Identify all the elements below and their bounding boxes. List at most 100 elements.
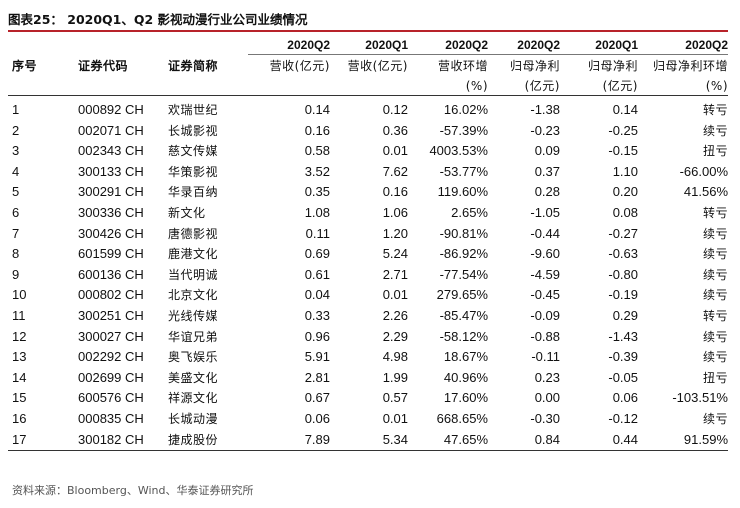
table-cell: 0.00 (534, 390, 560, 406)
table-cell: 300291 CH (78, 184, 144, 200)
table-cell: 7 (12, 225, 20, 241)
table-cell: 300027 CH (78, 328, 144, 344)
table-cell: 0.69 (304, 246, 330, 262)
table-cell: 41.56% (683, 184, 728, 200)
table-cell: 0.58 (304, 143, 330, 159)
table-cell: 奥飞娱乐 (168, 350, 219, 365)
table-cell: 0.01 (382, 410, 408, 426)
table-cell: 当代明诚 (168, 267, 219, 282)
header-cell: 归母净利 (587, 59, 638, 73)
table-cell: 40.96% (443, 369, 488, 385)
table-cell: 1.08 (304, 204, 330, 220)
table-cell: 唐德影视 (168, 226, 219, 241)
title-bar: 图表25： 2020Q1、Q2 影视动漫行业公司业绩情况 (8, 8, 728, 32)
table-cell: 0.84 (488, 429, 560, 452)
table-cell: 300426 CH (78, 225, 144, 241)
table-cell: 0.16 (382, 184, 408, 200)
table-cell: 0.29 (612, 307, 638, 323)
table-cell: -0.19 (608, 287, 638, 303)
table-cell: -77.54% (439, 266, 488, 282)
table-cell: 续亏 (702, 329, 728, 344)
header-row-units: (%) (亿元) (亿元) (%) (8, 77, 728, 96)
table-cell: 0.04 (304, 287, 330, 303)
table-cell: -1.43 (608, 328, 638, 344)
table-cell: 16.02% (443, 102, 488, 117)
table-cell: 11 (12, 307, 26, 323)
header-cell: 2020Q2 (638, 36, 728, 55)
table-cell: 15 (12, 390, 27, 406)
table-cell: 续亏 (702, 411, 728, 426)
table-row: 5 300291 CH 华录百纳 0.35 0.16 119.60% 0.28 0.20 41.… (8, 182, 728, 203)
table-cell: 鹿港文化 (168, 247, 219, 262)
table-cell: 慈文传媒 (168, 144, 219, 159)
table-row: 15 600576 CH 祥源文化 0.67 0.57 17.60% 0.00 0.06 -10… (8, 388, 728, 409)
table-cell: 002071 CH (78, 122, 144, 138)
table-cell: 300251 CH (78, 307, 144, 323)
table-row: 12 300027 CH 华谊兄弟 0.96 2.29 -58.12% -0.88 -1.43… (8, 327, 728, 348)
table-cell: 续亏 (702, 350, 728, 365)
table-cell: 002343 CH (78, 143, 144, 159)
table-cell: 4 (12, 163, 20, 179)
header-cell: 2020Q2 (488, 36, 560, 55)
table-cell: 0.35 (304, 184, 330, 200)
table-cell: 0.11 (305, 225, 330, 241)
table-cell: 0.96 (304, 328, 330, 344)
header-cell (78, 77, 168, 96)
table-cell: 2 (12, 122, 20, 138)
table-cell: 0.57 (382, 390, 408, 406)
table-cell: 17.60% (443, 390, 488, 406)
table-row: 10 000802 CH 北京文化 0.04 0.01 279.65% -0.45 -0.19… (8, 285, 728, 306)
table-cell: 2.81 (304, 369, 330, 385)
table-cell: -66.00% (679, 163, 728, 179)
header-cell (8, 77, 78, 96)
performance-table: 2020Q2 2020Q1 2020Q2 2020Q2 2020Q1 2020Q… (8, 36, 728, 452)
table-cell: -0.11 (531, 349, 560, 365)
table-cell: -0.88 (530, 328, 560, 344)
table-cell: -0.27 (608, 225, 638, 241)
table-cell: 转亏 (702, 103, 728, 117)
table-cell: -0.09 (530, 307, 560, 323)
table-cell: -0.44 (530, 225, 560, 241)
table-cell: 2.71 (382, 266, 408, 282)
table-cell: 新文化 (168, 205, 206, 220)
table-cell: -9.60 (530, 246, 560, 262)
table-cell: 0.09 (534, 143, 560, 159)
table-row: 17 300182 CH 捷成股份 7.89 5.34 47.65% 0.84 0.44 91.… (8, 429, 728, 452)
table-cell: 0.28 (534, 184, 560, 200)
table-cell: 美盛文化 (168, 370, 219, 385)
table-cell: 续亏 (702, 247, 728, 262)
table-cell: 5.91 (304, 349, 330, 365)
table-cell: -90.81% (439, 225, 488, 241)
table-cell: -0.39 (608, 349, 638, 365)
header-cell: 证券简称 (168, 58, 219, 73)
table-cell: 0.23 (534, 369, 560, 385)
table-cell: 0.33 (304, 307, 330, 323)
table-cell: 扭亏 (702, 144, 728, 159)
table-cell: 祥源文化 (168, 391, 219, 406)
table-cell: -0.30 (530, 410, 560, 426)
header-cell: 归母净利 (509, 59, 560, 73)
table-cell: 9 (12, 266, 20, 282)
table-cell: 600576 CH (78, 390, 144, 406)
table-cell: 0.06 (304, 410, 330, 426)
table-cell: 扭亏 (702, 370, 728, 385)
table-cell: 续亏 (702, 226, 728, 241)
table-cell: 0.67 (304, 390, 330, 406)
table-cell: 18.67% (443, 349, 488, 365)
table-cell: 2.29 (382, 328, 408, 344)
table-cell: 600136 CH (78, 266, 144, 282)
table-cell: -0.15 (608, 143, 638, 159)
table-cell: 119.60% (437, 184, 488, 200)
table-row: 11 300251 CH 光线传媒 0.33 2.26 -85.47% -0.09 0.29 转… (8, 306, 728, 327)
table-cell: 华谊兄弟 (168, 329, 219, 344)
table-cell: 1.99 (382, 369, 408, 385)
table-cell: 0.44 (560, 429, 638, 452)
table-cell: 1.20 (382, 225, 408, 241)
table-cell: -57.39% (439, 122, 488, 138)
table-cell: 16 (12, 410, 27, 426)
table-cell: -53.77% (439, 163, 488, 179)
table-cell: -0.80 (608, 266, 638, 282)
table-cell: -85.47% (439, 307, 488, 323)
header-cell: (%) (408, 77, 488, 96)
header-cell: 序号 (12, 58, 38, 73)
